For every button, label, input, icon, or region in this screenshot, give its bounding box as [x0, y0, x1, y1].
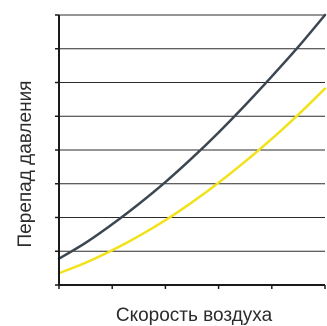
- series-layer: [57, 13, 327, 275]
- x-axis-label: Скорость воздуха: [116, 305, 273, 326]
- tick-layer: [55, 14, 326, 289]
- series-line-1: [57, 13, 327, 260]
- grid-layer: [59, 14, 325, 252]
- series-line-2: [57, 87, 327, 275]
- y-axis-label: Перепад давления: [15, 81, 36, 248]
